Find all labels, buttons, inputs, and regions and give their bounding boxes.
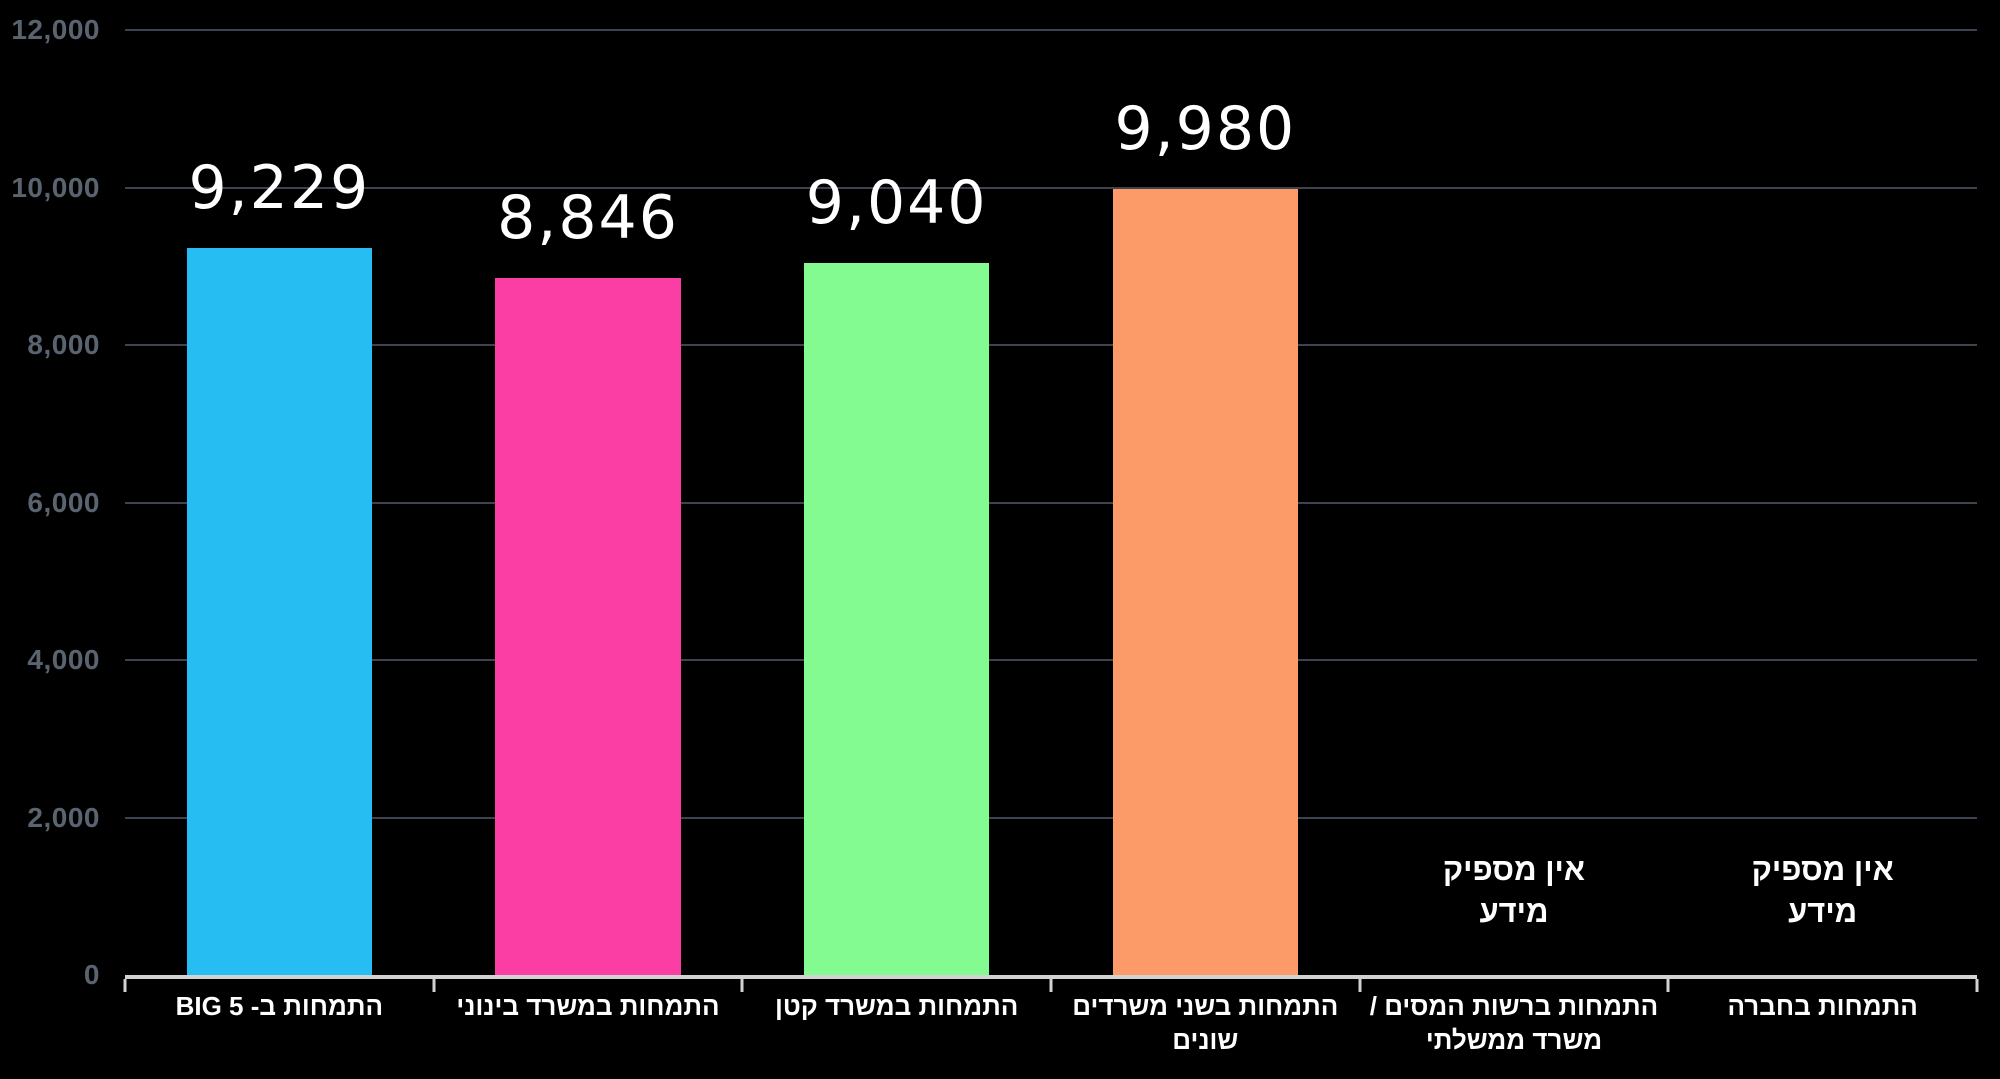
plot-area: 9,229 8,846 9,040 9,980 אין מספיק מידע אין מס… xyxy=(123,29,1979,992)
gridline xyxy=(125,816,1977,819)
x-axis-category-labels: התמחות ב- BIG 5 התמחות במשרד בינוני התמחות… xyxy=(125,990,1977,1078)
bar xyxy=(495,278,681,975)
bar-column: 9,040 xyxy=(742,30,1051,975)
axis-tick xyxy=(740,979,744,992)
y-tick-label: 4,000 xyxy=(27,644,100,676)
axis-tick xyxy=(1975,979,1979,992)
axis-tick xyxy=(1358,979,1362,992)
gridline xyxy=(125,344,1977,347)
axis-tick xyxy=(123,979,127,992)
category-label: התמחות במשרד קטן xyxy=(774,991,1019,1021)
y-tick-label: 6,000 xyxy=(27,486,100,518)
bar-column: אין מספיק מידע xyxy=(1668,30,1977,975)
bar-column: 9,229 xyxy=(125,30,434,975)
category-label: התמחות ב- BIG 5 xyxy=(175,991,384,1021)
category-label: התמחות ברשות המסים / משרד ממשלתי xyxy=(1369,991,1659,1055)
category-label: התמחות בחברה xyxy=(1727,991,1918,1021)
bar-column: אין מספיק מידע xyxy=(1360,30,1669,975)
bar xyxy=(1112,189,1298,975)
no-data-label: אין מספיק מידע xyxy=(1751,852,1894,930)
y-tick-label: 0 xyxy=(83,959,100,990)
y-axis-labels: 0 2,000 4,000 6,000 8,000 10,000 12,000 xyxy=(0,14,100,990)
category-label: התמחות בשני משרדים שונים xyxy=(1072,991,1339,1055)
gridline xyxy=(125,659,1977,662)
bar-value-label: 9,229 xyxy=(188,153,371,224)
bar xyxy=(186,248,372,975)
no-data-label: אין מספיק מידע xyxy=(1442,852,1586,930)
y-tick-label: 8,000 xyxy=(27,329,100,361)
axis-tick xyxy=(1666,979,1670,992)
bar-value-label: 9,980 xyxy=(1114,94,1297,165)
gridline xyxy=(125,29,1977,31)
bar-column: 9,980 xyxy=(1051,30,1360,975)
bar xyxy=(804,263,990,975)
y-tick-label: 12,000 xyxy=(11,14,100,45)
category-label: התמחות במשרד בינוני xyxy=(456,991,720,1021)
bar-value-label: 8,846 xyxy=(497,183,679,254)
gridline xyxy=(125,186,1977,189)
axis-tick xyxy=(432,979,436,992)
bar-column: 8,846 xyxy=(434,30,743,975)
y-tick-label: 10,000 xyxy=(11,171,100,203)
axis-tick xyxy=(1049,979,1053,992)
bar-value-label: 9,040 xyxy=(805,168,988,239)
y-tick-label: 2,000 xyxy=(27,801,100,833)
gridline xyxy=(125,501,1977,504)
x-axis-line xyxy=(125,975,1977,979)
